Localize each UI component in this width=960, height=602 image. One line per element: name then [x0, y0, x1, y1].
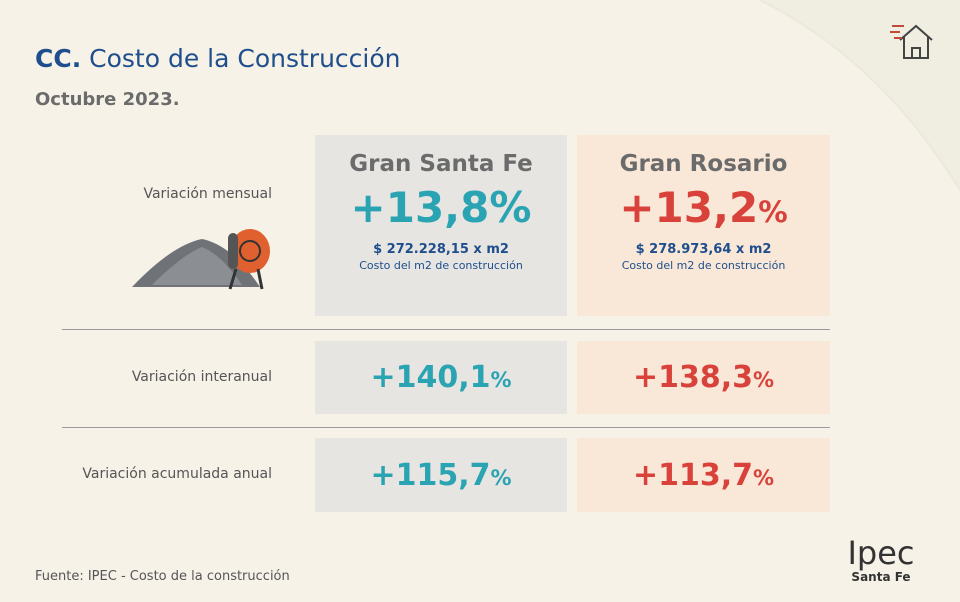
row-label: Variación mensual — [143, 186, 272, 202]
card: Gran Rosario +13,2% $ 278.973,64 x m2 Co… — [577, 135, 830, 316]
title: CC. Costo de la Construcción — [35, 44, 401, 73]
logo-name: Ipec — [847, 534, 915, 572]
title-text: Costo de la Construcción — [89, 44, 401, 73]
title-code: CC. — [35, 44, 82, 73]
subtitle: Octubre 2023. — [35, 89, 180, 110]
value-number: +113,7 — [632, 458, 753, 493]
value: +115,7% — [315, 458, 567, 493]
value-number: +138,3 — [632, 360, 753, 395]
price: $ 272.228,15 x m2 — [373, 242, 509, 257]
row-label: Variación acumulada anual — [82, 466, 272, 482]
value: +13,2% — [577, 183, 830, 232]
source: Fuente: IPEC - Costo de la construcción — [35, 569, 290, 584]
value-unit: % — [758, 195, 788, 229]
note: Costo del m2 de construcción — [621, 259, 786, 272]
value-number: +115,7 — [370, 458, 491, 493]
region: Gran Santa Fe — [349, 151, 533, 177]
price: $ 278.973,64 x m2 — [635, 242, 772, 257]
value-unit: % — [752, 466, 775, 490]
card: +140,1% — [315, 341, 567, 414]
separator — [62, 329, 830, 330]
note: Costo del m2 de construcción — [359, 259, 523, 272]
value-unit: % — [752, 368, 775, 392]
value: +113,7% — [577, 458, 830, 493]
region: Gran Rosario — [619, 151, 788, 177]
card: +113,7% — [577, 438, 830, 512]
mixer-illustration — [132, 229, 270, 290]
separator — [62, 427, 830, 428]
card: +138,3% — [577, 341, 830, 414]
value-number: +13,8 — [350, 183, 490, 232]
value-number: +13,2 — [619, 183, 759, 232]
value: +138,3% — [577, 360, 830, 395]
row-label: Variación interanual — [131, 369, 272, 385]
card: +115,7% — [315, 438, 567, 512]
logo: Ipec Santa Fe — [836, 536, 926, 584]
value-unit: % — [490, 466, 512, 490]
logo-sub: Santa Fe — [851, 570, 911, 584]
value-unit: % — [490, 368, 512, 392]
card: Gran Santa Fe +13,8% $ 272.228,15 x m2 C… — [315, 135, 567, 316]
value-number: +140,1 — [370, 360, 491, 395]
value: +13,8% — [315, 183, 567, 232]
value-unit: % — [489, 183, 532, 232]
value: +140,1% — [315, 360, 567, 395]
